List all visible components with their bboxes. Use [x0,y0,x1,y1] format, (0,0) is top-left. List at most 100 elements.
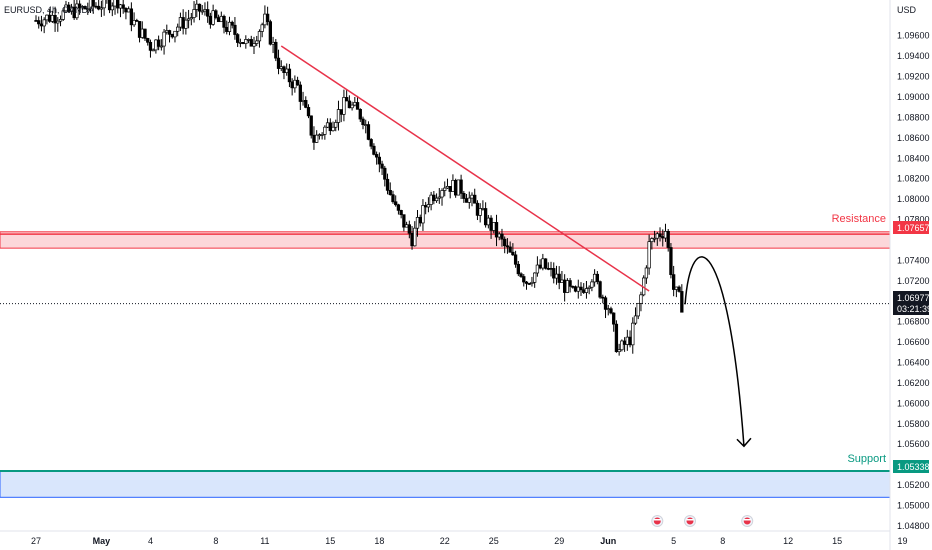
countdown-text: 03:21:39 [897,304,932,314]
candle-body [317,134,322,137]
event-flag-stripe [686,519,694,521]
candle-body [394,201,398,206]
candle-body [274,41,278,59]
candle-body [255,40,259,44]
candle-body [216,17,221,23]
candle-body [151,49,155,52]
candle-body [148,41,153,51]
candle-body [579,286,583,291]
candle-body [541,258,545,269]
event-flag-icon [743,517,751,525]
candle-body [276,57,281,69]
candle-body [388,190,392,196]
candle-body [513,254,518,265]
candle-body [132,20,136,26]
time-axis[interactable]: 27 May 4 8 11 15 18 22 25 29 Jun 5 8 12 15 19 [31,536,908,546]
candle-body [320,133,324,136]
candle-body [339,109,343,115]
candle-body [162,31,166,47]
forecast-arrow-head [736,437,752,448]
candle-body [91,0,95,7]
candle-body [494,222,499,238]
candle-body [666,230,670,248]
candle-body [407,224,411,234]
candle-body [650,238,654,243]
time-tick-label: 4 [148,536,153,546]
candle-body [118,4,123,9]
candle-body [464,198,469,203]
price-tick-label: 1.09000 [897,92,930,102]
candle-body [451,179,455,192]
currency-label: USD [897,5,917,15]
time-tick-label: 22 [440,536,450,546]
price-tick-label: 1.05200 [897,480,930,490]
price-tick-label: 1.05000 [897,500,930,510]
candle-body [454,179,458,196]
candle-body [385,178,390,191]
time-tick-label: May [93,536,111,546]
candle-body [83,6,87,10]
candle-body [543,258,548,269]
candle-body [331,126,335,132]
price-tick-label: 1.08800 [897,112,930,122]
candle-body [565,280,570,293]
time-tick-label: 27 [31,536,41,546]
candle-body [519,273,523,277]
candle-body [573,286,578,292]
candle-body [402,214,406,228]
event-flag-icon [686,517,694,525]
candle-body [176,26,180,32]
candle-body [309,115,313,136]
candle-body [535,264,540,274]
candle-body [546,267,550,270]
candle-body [445,186,450,189]
candle-body [186,18,191,21]
candle-body [533,272,537,283]
forecast-arrow-path[interactable] [684,256,745,447]
candle-body [459,179,463,194]
candle-body [244,39,248,44]
time-tick-label: 11 [260,536,269,546]
candle-body [154,39,158,51]
support-zone[interactable] [0,470,891,498]
time-tick-label: 19 [898,536,908,546]
candle-body [598,281,602,298]
candle-body [37,20,41,25]
price-tick-label: 1.05600 [897,439,930,449]
candle-body [437,196,441,199]
candle-body [426,204,431,208]
price-axis[interactable]: 1.09600 1.09400 1.09200 1.09000 1.08800 1.086… [897,31,930,531]
candle-body [674,286,679,290]
candle-body [677,286,681,292]
candle-body [342,97,346,115]
candle-body [107,0,112,11]
candle-body [165,30,169,33]
candle-body [582,289,586,293]
candle-body [77,3,82,9]
candle-body [208,15,213,25]
price-tick-label: 1.07200 [897,276,930,286]
time-tick-label: 8 [720,536,725,546]
candle-body [661,236,665,239]
downtrend-line[interactable] [280,45,650,292]
candle-body [121,4,125,9]
candle-body [552,268,556,279]
event-markers[interactable] [651,515,754,527]
candle-body [301,100,305,102]
support-price-text: 1.05338 [897,462,930,472]
candle-body [39,23,44,27]
candle-body [380,163,384,169]
time-tick-label: 29 [554,536,564,546]
candle-body [478,208,482,216]
candle-body [383,167,387,180]
candle-body [374,154,379,158]
candle-body [617,349,621,353]
candle-body [500,233,504,240]
candle-body [124,8,128,13]
price-tick-label: 1.09200 [897,72,930,82]
candle-body [527,283,531,285]
resistance-label: Resistance [832,213,886,225]
candle-body [323,126,327,135]
